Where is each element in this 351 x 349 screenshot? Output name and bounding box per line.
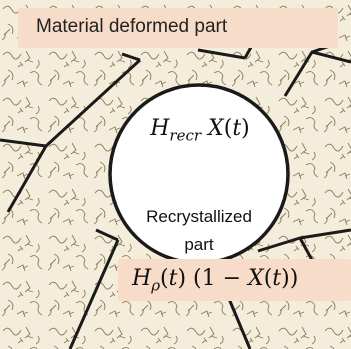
- deformed-energy-formula: Hρ(t) (1 − X(t)): [132, 266, 299, 295]
- grain-boundaries: [0, 39, 351, 349]
- recrystallized-caption: Recrystallized part: [114, 203, 284, 259]
- deformed-part-label-box: Material deformed part: [18, 8, 338, 48]
- recrystallized-caption-line1: Recrystallized: [146, 207, 252, 226]
- deformed-energy-label-box: Hρ(t) (1 − X(t)): [118, 259, 351, 301]
- recrystallized-energy-formula: Hrecr X(t): [150, 116, 250, 145]
- deformed-part-label: Material deformed part: [36, 16, 228, 37]
- recrystallized-caption-line2: part: [184, 235, 214, 254]
